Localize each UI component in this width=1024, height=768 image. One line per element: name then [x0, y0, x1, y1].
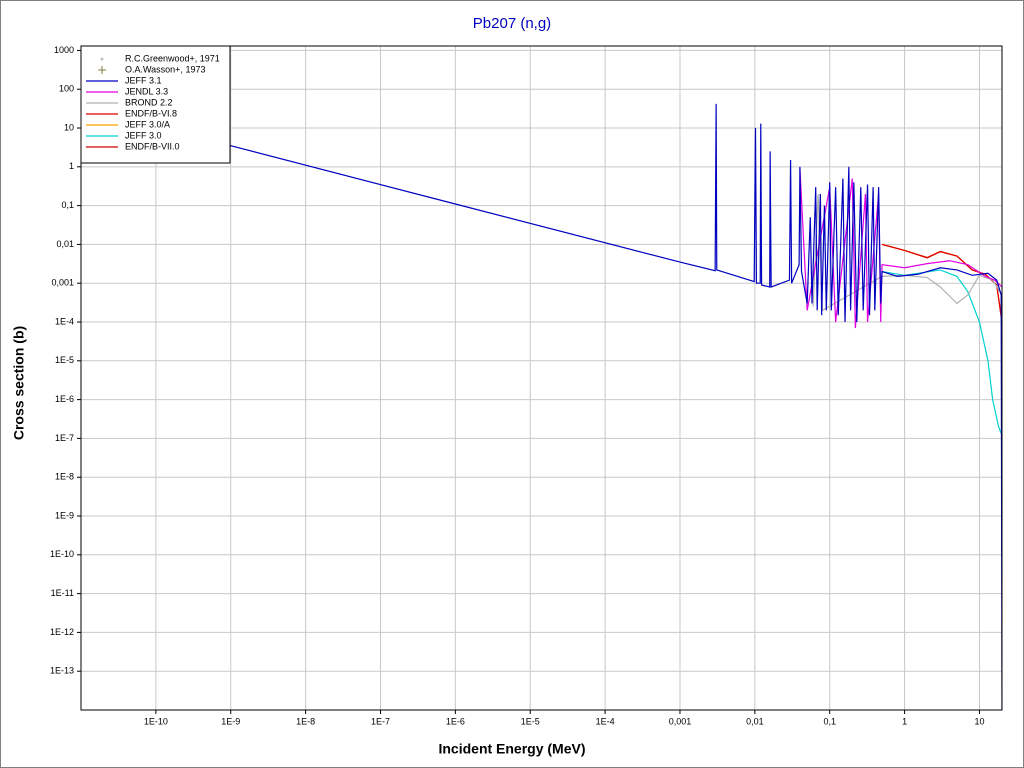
y-tick-label: 1E-4 [55, 316, 74, 326]
y-tick-label: 1E-7 [55, 433, 74, 443]
y-tick-label: 1E-12 [50, 627, 74, 637]
x-tick-label: 1 [902, 716, 907, 726]
legend-box [80, 45, 231, 164]
x-tick-label: 1E-5 [521, 716, 540, 726]
legend-marker [98, 66, 106, 74]
legend-marker [100, 57, 104, 61]
x-tick-label: 1E-4 [596, 716, 615, 726]
y-tick-label: 1E-11 [51, 588, 74, 598]
legend-label: ENDF/B-VI.8 [125, 108, 177, 118]
y-tick-label: 1E-8 [55, 472, 74, 482]
x-tick-label: 1E-10 [144, 716, 168, 726]
y-tick-label: 1000 [54, 45, 74, 55]
y-tick-label: 1E-9 [55, 510, 74, 520]
y-tick-label: 0,01 [56, 239, 74, 249]
chart-title: Pb207 (n,g) [473, 15, 551, 32]
y-tick-label: 0,1 [61, 200, 74, 210]
legend-label: JENDL 3.3 [125, 86, 168, 96]
x-tick-label: 1E-6 [446, 716, 465, 726]
x-tick-label: 1E-9 [221, 716, 240, 726]
y-tick-label: 100 [59, 84, 74, 94]
x-tick-label: 1E-7 [371, 716, 390, 726]
x-axis-label: Incident Energy (MeV) [438, 741, 585, 757]
y-tick-label: 10 [64, 122, 74, 132]
legend-label: JEFF 3.1 [125, 75, 162, 85]
x-tick-label: 0,001 [669, 716, 692, 726]
series-layer [81, 103, 1002, 710]
plot-area [81, 46, 1002, 710]
y-axis-label: Cross section (b) [11, 326, 27, 440]
x-tick-label: 0,01 [746, 716, 764, 726]
series-line [81, 103, 1002, 710]
y-tick-label: 1E-5 [55, 355, 74, 365]
legend-label: JEFF 3.0/A [125, 119, 170, 129]
y-tick-label: 1E-13 [50, 666, 74, 676]
x-tick-label: 1E-8 [296, 716, 315, 726]
legend-label: O.A.Wasson+, 1973 [125, 64, 205, 74]
legend-label: BROND 2.2 [125, 97, 173, 107]
legend-label: ENDF/B-VII.0 [125, 141, 180, 151]
y-tick-label: 1E-10 [50, 549, 74, 559]
plot-border [80, 45, 1003, 711]
legend-label: JEFF 3.0 [125, 130, 162, 140]
y-tick-label: 0,001 [51, 278, 74, 288]
y-tick-label: 1 [69, 161, 74, 171]
x-tick-label: 10 [974, 716, 984, 726]
legend-label: R.C.Greenwood+, 1971 [125, 53, 220, 63]
x-tick-label: 0,1 [823, 716, 836, 726]
y-tick-label: 1E-6 [55, 394, 74, 404]
